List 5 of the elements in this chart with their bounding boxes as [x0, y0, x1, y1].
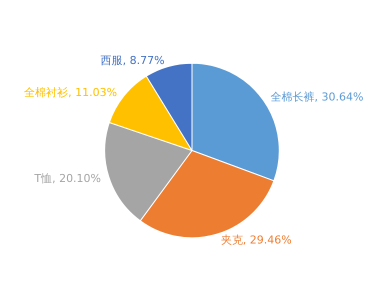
slice-label: T恤, 20.10% [33, 172, 102, 185]
slice-label: 全棉衬衫, 11.03% [24, 86, 118, 99]
slice-label: 夹克, 29.46% [220, 233, 292, 246]
slice-label: 全棉长裤, 30.64% [270, 90, 364, 104]
slice-label: 西服, 8.77% [100, 54, 165, 68]
